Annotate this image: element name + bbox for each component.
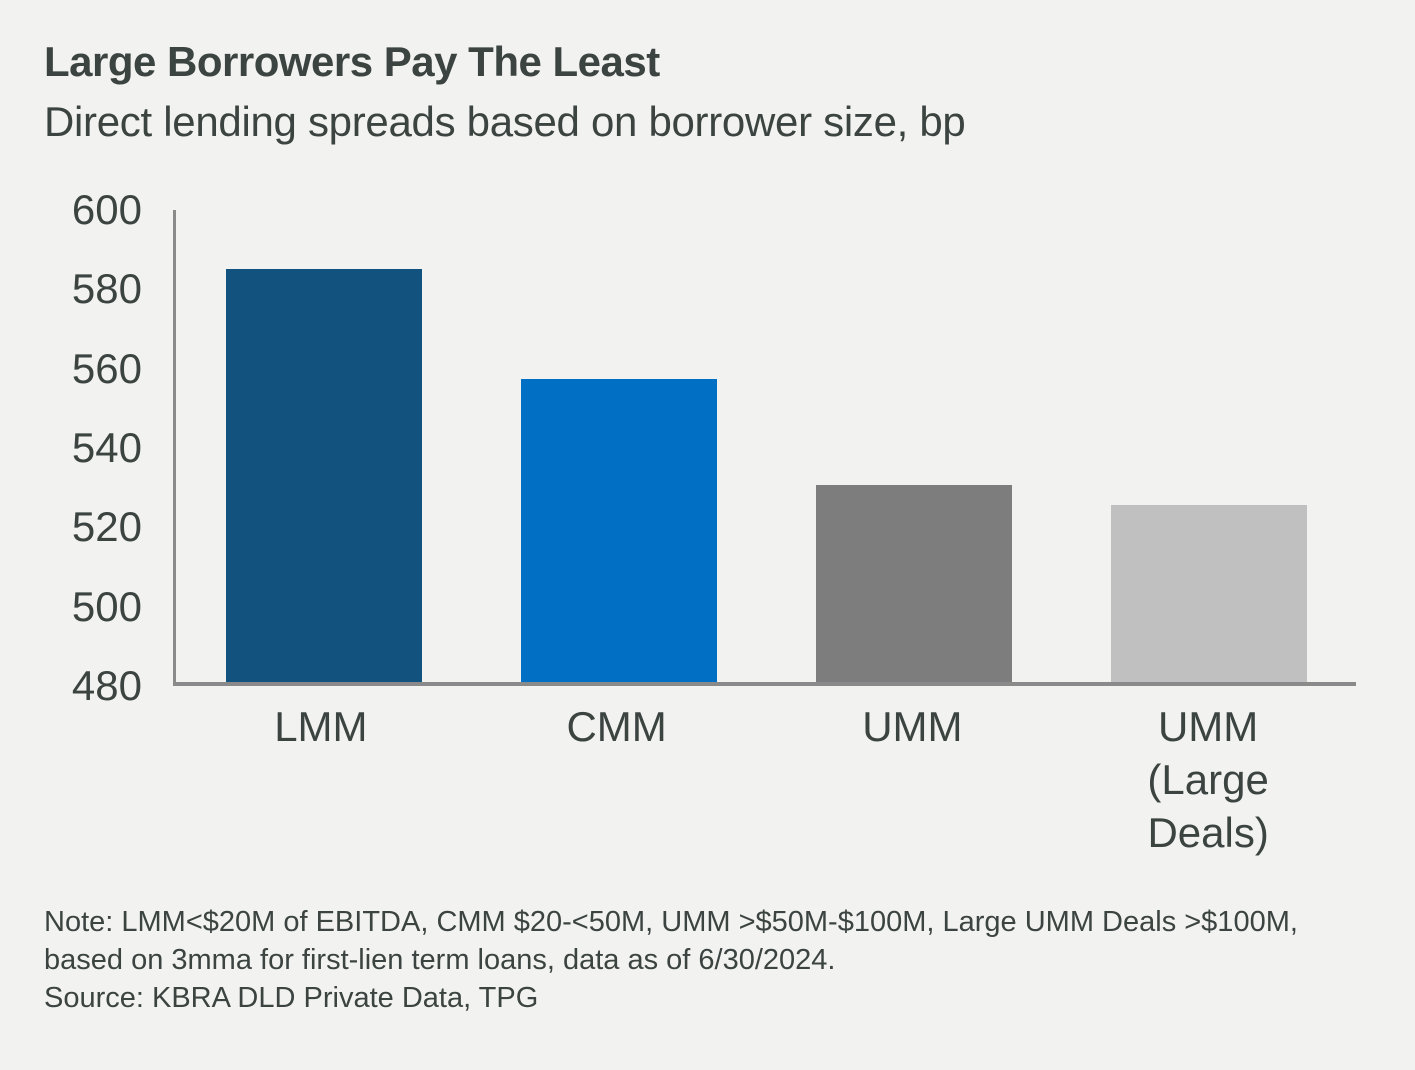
bar-cmm [520, 379, 717, 682]
chart-footnote: Note: LMM<$20M of EBITDA, CMM $20-<50M, … [44, 903, 1324, 1017]
x-category-label: LMM [274, 703, 368, 750]
chart-title: Large Borrowers Pay The Least [44, 38, 660, 85]
x-axis-labels: LMM CMM UMM UMM (Large Deals) [173, 700, 1356, 880]
y-axis-ticks: 480 500 520 540 560 580 600 [30, 186, 142, 709]
x-category-label: UMM [862, 703, 963, 750]
bar-lmm [225, 269, 422, 682]
bar-umm-large-deals [1110, 505, 1307, 682]
y-tick-label: 560 [71, 344, 142, 392]
y-tick-label: 540 [71, 424, 142, 471]
y-tick-label: 520 [71, 503, 142, 551]
chart-note: Note: LMM<$20M of EBITDA, CMM $20-<50M, … [44, 906, 1298, 976]
bar-umm [815, 485, 1012, 682]
y-tick-label: 580 [71, 265, 142, 313]
y-tick-label: 500 [71, 582, 142, 630]
x-category-label: UMM (Large Deals) [1147, 703, 1269, 856]
plot-area [173, 210, 1356, 686]
y-tick-label: 600 [71, 186, 142, 233]
y-tick-label: 480 [71, 662, 142, 709]
chart-source: Source: KBRA DLD Private Data, TPG [44, 982, 539, 1014]
x-category-label: CMM [566, 703, 667, 750]
chart-subtitle: Direct lending spreads based on borrower… [44, 98, 966, 145]
